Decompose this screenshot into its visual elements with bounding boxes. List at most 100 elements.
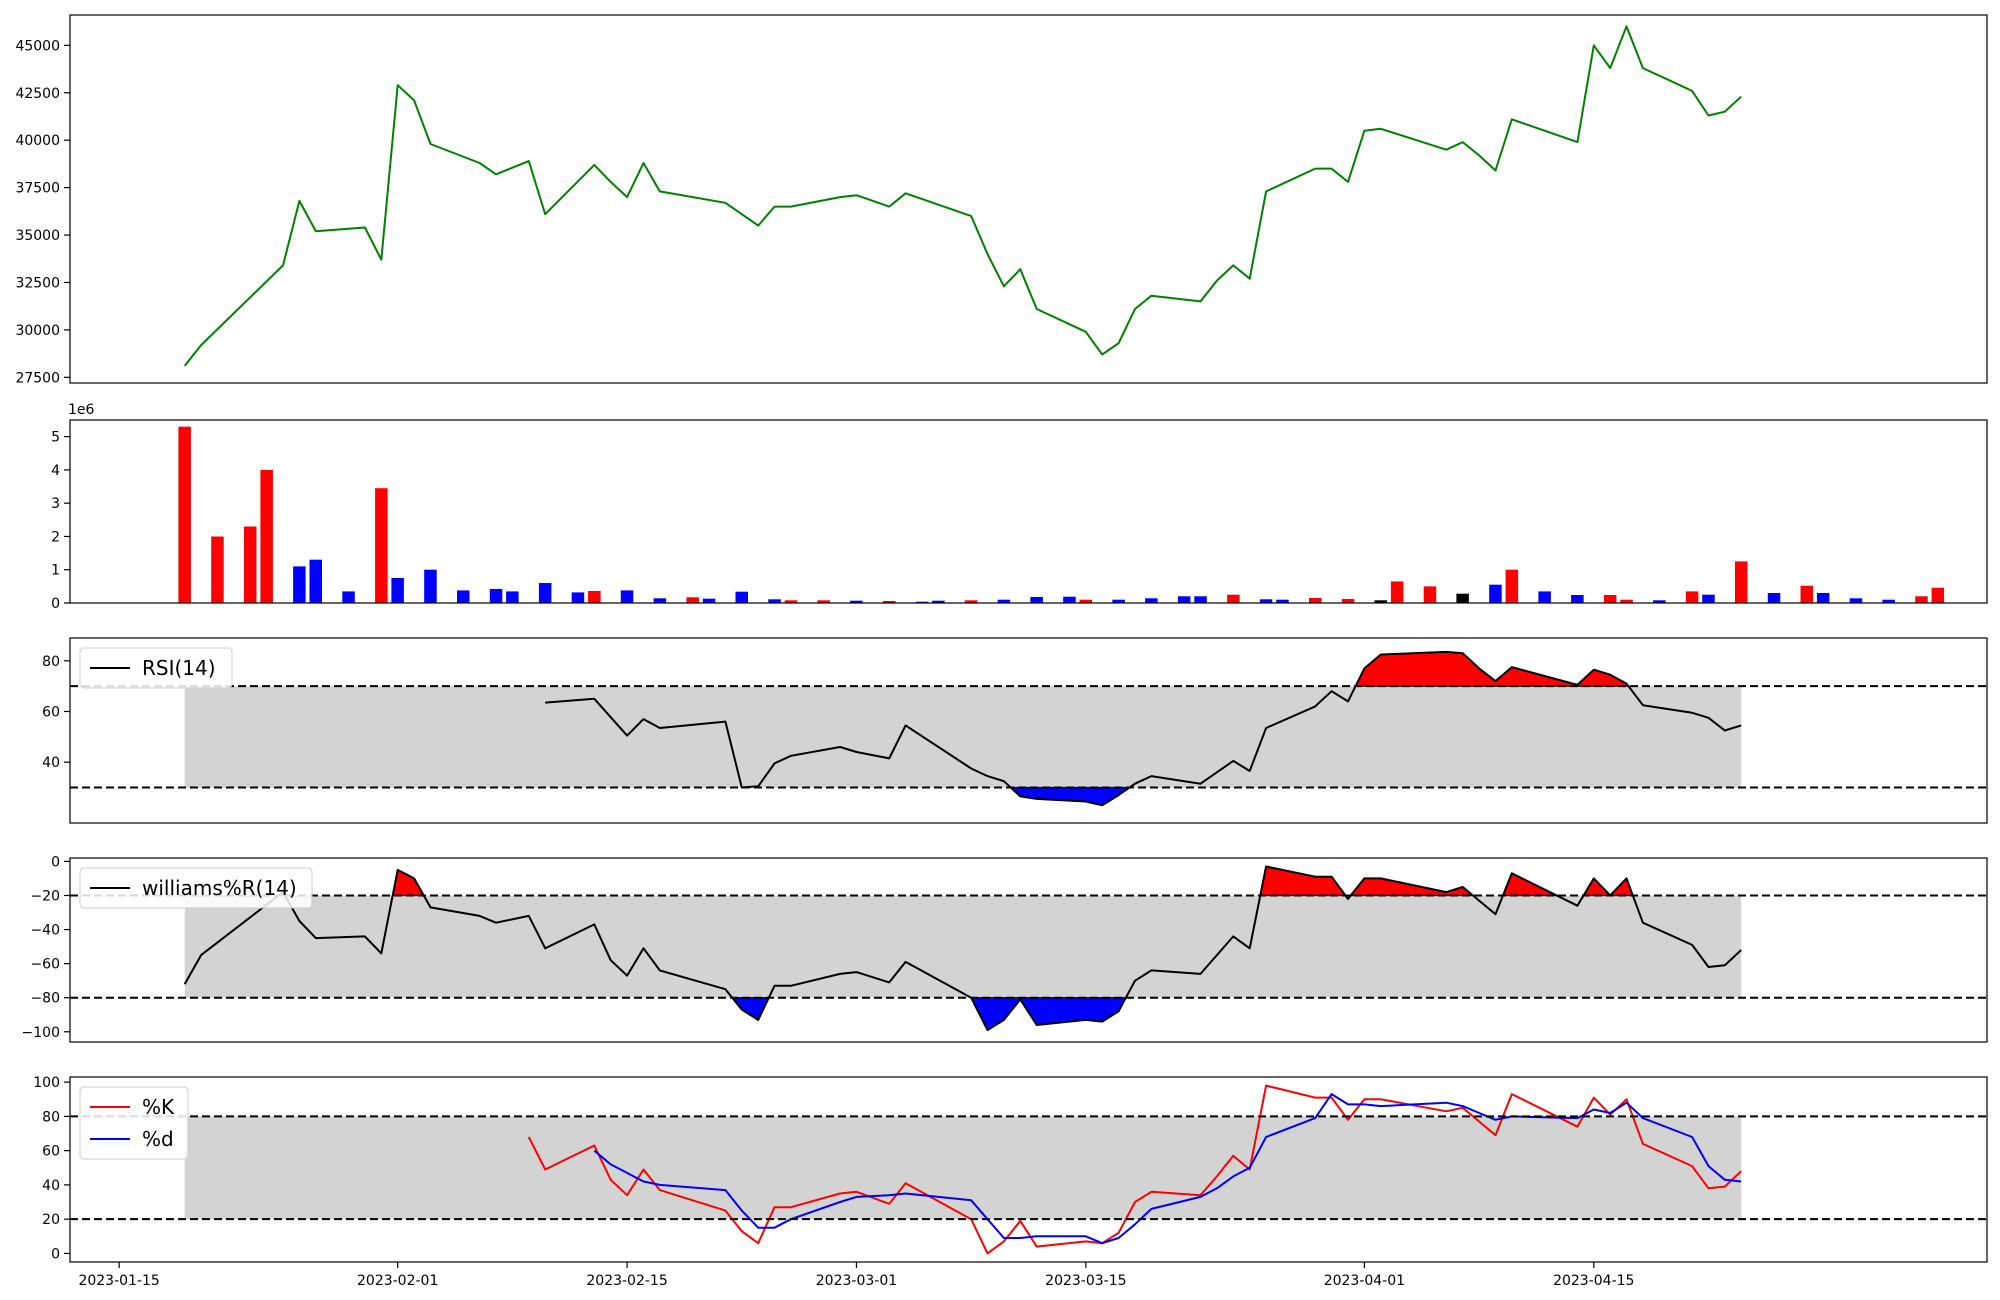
- volume-bar: [1603, 595, 1617, 603]
- volume-bar: [588, 591, 601, 603]
- neutral-band: [184, 686, 1742, 788]
- williams-r-14--line: [183, 865, 1742, 1032]
- y-tick-label: 0: [51, 596, 60, 612]
- volume-panel: 1e6 0 1 2 3 4 5: [51, 402, 1988, 612]
- y-tick-label: 37500: [15, 181, 60, 197]
- y-tick-label: 45000: [15, 38, 60, 54]
- y-tick-label: 40000: [15, 133, 60, 149]
- y-tick-label: 60: [42, 704, 60, 720]
- volume-bar: [260, 469, 273, 603]
- legend-box: [79, 867, 313, 909]
- volume-bar: [686, 597, 699, 603]
- volume-bar: [457, 590, 470, 603]
- volume-bar: [784, 600, 798, 603]
- y-tick-label: 35000: [15, 228, 60, 244]
- volume-bar: [1309, 598, 1322, 603]
- volume-bar: [932, 600, 945, 603]
- volume-bar: [1702, 594, 1715, 603]
- volume-bar: [915, 601, 929, 603]
- axes-frame: [69, 419, 1988, 604]
- volume-bar: [1685, 591, 1699, 603]
- volume-bar: [1030, 597, 1043, 603]
- volume-bar: [506, 591, 519, 603]
- rsi-panel: 40 60 80 RSI(14): [42, 637, 1988, 824]
- volume-bar: [178, 426, 191, 603]
- x-tick-label: 2023-02-15: [586, 1273, 667, 1289]
- volume-bar: [293, 566, 306, 603]
- volume-bar: [1423, 586, 1437, 603]
- volume-bar: [375, 488, 388, 603]
- y-tick-label: 30000: [15, 323, 60, 339]
- y-tick-label: 5: [51, 430, 60, 446]
- rsi-14--line: [545, 650, 1742, 807]
- y-tick-label: −40: [30, 923, 60, 939]
- axes-frame: [69, 1076, 1988, 1263]
- stochastic-panel: 0 20 40 60 80 100 2023-01-15 2023-02-01 2023-02-…: [33, 1075, 1988, 1289]
- volume-bar: [1571, 595, 1584, 603]
- volume-bar: [309, 559, 322, 603]
- y-tick-label: 80: [42, 654, 60, 670]
- x-tick-label: 2023-04-01: [1324, 1273, 1405, 1289]
- volume-bar: [1145, 598, 1158, 603]
- volume-bar: [1653, 600, 1666, 603]
- axes-frame: [69, 14, 1988, 384]
- y-tick-label: −60: [30, 957, 60, 973]
- volume-bar: [342, 591, 355, 603]
- y-tick-label: 40: [42, 755, 60, 771]
- volume-bar: [1931, 587, 1945, 603]
- volume-bar: [768, 599, 781, 603]
- volume-bar: [1227, 594, 1240, 603]
- axes-frame: [69, 857, 1988, 1043]
- volume-bar: [1194, 596, 1207, 603]
- volume-bar: [620, 590, 634, 603]
- williams-r-panel: 0 −20 −40 −60 −80 −100 williams%R(14): [22, 854, 1988, 1043]
- volume-bar: [653, 598, 667, 603]
- volume-bar: [1489, 584, 1502, 603]
- volume-bar: [1177, 596, 1191, 603]
- y-tick-label: 40: [42, 1178, 60, 1194]
- volume-bar: [964, 600, 978, 603]
- volume-bar: [735, 591, 748, 603]
- volume-bar: [211, 536, 224, 603]
- volume-bar: [1079, 599, 1093, 603]
- volume-bar: [1276, 599, 1289, 603]
- x-tick-label: 2023-02-01: [357, 1273, 438, 1289]
- x-tick-label: 2023-03-15: [1045, 1273, 1126, 1289]
- y-tick-label: 80: [42, 1109, 60, 1125]
- volume-bar: [1882, 599, 1895, 603]
- volume-bar: [538, 583, 552, 603]
- series-line: [183, 25, 1742, 367]
- volume-bar: [1915, 596, 1928, 603]
- y-tick-label: 42500: [15, 86, 60, 102]
- legend-box: [79, 1086, 189, 1160]
- volume-bar: [1620, 599, 1633, 603]
- y-tick-label: 0: [51, 854, 60, 870]
- volume-bar: [883, 601, 896, 603]
- y-tick-label: −20: [30, 888, 60, 904]
- volume-bar: [1538, 591, 1551, 603]
- y-tick-label: 20: [42, 1212, 60, 1228]
- volume-bar: [489, 589, 503, 603]
- volume-bar: [424, 569, 437, 603]
- legend-label: williams%R(14): [142, 876, 297, 900]
- legend-label: %K: [142, 1095, 175, 1119]
- -k-line: [527, 1084, 1742, 1255]
- volume-bar: [1374, 600, 1387, 603]
- volume-bar: [850, 600, 863, 603]
- volume-bar: [391, 578, 404, 603]
- volume-bar: [1390, 581, 1404, 603]
- volume-bar: [817, 600, 830, 603]
- volume-bar: [571, 592, 585, 603]
- legend-box: [79, 647, 233, 689]
- volume-bar: [1063, 596, 1076, 603]
- x-tick-label: 2023-03-01: [816, 1273, 897, 1289]
- y-tick-label: −100: [22, 1025, 60, 1041]
- y-tick-label: 60: [42, 1144, 60, 1160]
- x-tick-label: 2023-01-15: [78, 1273, 159, 1289]
- y-tick-label: 100: [33, 1075, 60, 1091]
- -d-line: [593, 1093, 1742, 1245]
- legend-label: RSI(14): [142, 656, 216, 680]
- y-tick-label: 27500: [15, 370, 60, 386]
